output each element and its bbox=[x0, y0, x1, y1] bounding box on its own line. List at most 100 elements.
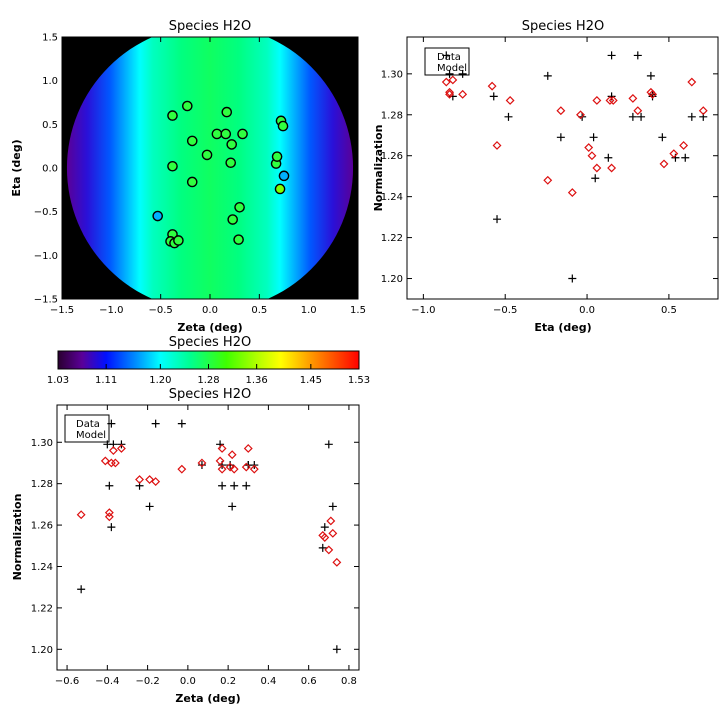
colorbar-panel: Species H2O 1.03 1.11 1.20 1.28 1.36 1.45 1.53 bbox=[47, 335, 370, 386]
map-point bbox=[152, 210, 164, 222]
map-field-disc bbox=[66, 37, 354, 299]
eta-marks-group bbox=[441, 51, 708, 283]
zeta-model-point bbox=[110, 458, 120, 468]
eta-data-point bbox=[633, 51, 642, 60]
map-point bbox=[201, 149, 213, 161]
colorbar-tick-label: 1.11 bbox=[95, 375, 117, 386]
eta-model-point bbox=[445, 89, 455, 99]
eta-panel: Species H2O −1.0 −0.5 0.0 0.5 1.20 1.22 1.24 1.… bbox=[372, 19, 719, 334]
eta-data-point bbox=[637, 112, 646, 121]
eta-data-point bbox=[543, 71, 552, 80]
eta-frame bbox=[406, 36, 719, 300]
zeta-ylabel: Normalization bbox=[11, 494, 24, 581]
eta-model-point bbox=[576, 110, 585, 120]
zeta-model-point bbox=[243, 444, 253, 453]
eta-model-point bbox=[592, 96, 602, 105]
eta-data-point bbox=[442, 51, 451, 60]
eta-data-point bbox=[589, 133, 598, 142]
zeta-data-point bbox=[328, 502, 337, 511]
eta-ytick-label: 1.20 bbox=[381, 274, 403, 285]
map-point bbox=[274, 183, 286, 195]
zeta-model-point bbox=[229, 464, 239, 474]
map-xtick-label: 0.0 bbox=[202, 305, 218, 316]
eta-ytick-label: 1.26 bbox=[381, 151, 403, 162]
map-panel: Species H2O −1.5 −1.0 −0.5 0.0 0.5 1.0 1.5−1.5… bbox=[10, 19, 366, 334]
eta-ytick-label: 1.30 bbox=[381, 69, 403, 80]
zeta-data-point bbox=[318, 543, 327, 552]
map-point bbox=[186, 135, 198, 147]
zeta-xtick-label: 0.2 bbox=[220, 676, 236, 687]
eta-data-point bbox=[556, 133, 565, 142]
map-point bbox=[167, 110, 178, 121]
eta-model-point bbox=[648, 89, 657, 99]
zeta-model-point bbox=[135, 475, 144, 484]
eta-model-point bbox=[605, 96, 615, 105]
zeta-data-point bbox=[324, 440, 333, 449]
eta-model-point bbox=[633, 106, 643, 116]
eta-model-point bbox=[679, 141, 689, 150]
zeta-data-point bbox=[151, 419, 160, 428]
map-ylabel: Eta (deg) bbox=[10, 139, 23, 196]
map-ytick-label: 0.0 bbox=[42, 164, 58, 175]
map-ytick-label: 0.5 bbox=[42, 120, 58, 131]
zeta-data-point bbox=[226, 461, 235, 470]
map-point bbox=[220, 128, 232, 140]
zeta-model-point bbox=[320, 533, 330, 542]
eta-data-point bbox=[607, 51, 616, 60]
eta-model-point bbox=[556, 106, 566, 116]
zeta-model-point bbox=[225, 462, 235, 472]
map-xtick-label: −1.0 bbox=[99, 305, 123, 316]
zeta-ytick-label: 1.28 bbox=[31, 479, 53, 490]
map-xtick-label: 0.5 bbox=[251, 305, 267, 316]
eta-data-point bbox=[687, 112, 696, 121]
zeta-data-point bbox=[107, 523, 116, 532]
zeta-model-point bbox=[104, 512, 114, 522]
colorbar-tick-label: 1.28 bbox=[197, 375, 219, 386]
map-point bbox=[278, 170, 290, 182]
eta-model-point bbox=[669, 149, 679, 159]
colorbar-tick-label: 1.36 bbox=[246, 375, 268, 386]
eta-xtick-label: 0.0 bbox=[579, 305, 595, 316]
eta-model-point bbox=[698, 106, 708, 116]
zeta-data-point bbox=[177, 419, 186, 428]
map-point bbox=[173, 235, 184, 246]
zeta-xtick-label: 0.0 bbox=[180, 676, 196, 687]
zeta-ytick-label: 1.24 bbox=[31, 562, 53, 573]
zeta-marks-group bbox=[76, 419, 342, 654]
map-point bbox=[271, 151, 283, 162]
zeta-ytick-label: 1.26 bbox=[31, 521, 53, 532]
eta-xtick-label: −0.5 bbox=[493, 305, 517, 316]
eta-model-point bbox=[492, 141, 502, 150]
eta-model-point bbox=[607, 163, 617, 173]
eta-xtick-label: 0.5 bbox=[661, 305, 677, 316]
zeta-xtick-label: −0.6 bbox=[55, 676, 79, 687]
map-ytick-label: −1.0 bbox=[34, 251, 58, 262]
zeta-panel: Species H2O −0.6 −0.4 −0.2 0.0 0.2 0.4 0.6 0.8 1… bbox=[11, 387, 360, 705]
map-points-group bbox=[152, 100, 290, 249]
zeta-data-point bbox=[228, 502, 237, 511]
eta-model-point bbox=[458, 89, 468, 99]
eta-legend-model: Model bbox=[437, 63, 467, 74]
map-axes: −1.5 −1.0 −0.5 0.0 0.5 1.0 1.5 −1.5 −1.0 −0.5 0.0 0… bbox=[34, 33, 366, 317]
zeta-frame bbox=[56, 404, 360, 671]
zeta-xtick-label: −0.2 bbox=[135, 676, 159, 687]
zeta-data-point bbox=[197, 461, 206, 470]
zeta-model-point bbox=[76, 510, 86, 520]
eta-ylabel: Normalization bbox=[372, 125, 385, 212]
zeta-model-point bbox=[326, 516, 336, 526]
eta-model-point bbox=[592, 163, 602, 173]
eta-model-point bbox=[628, 93, 638, 103]
map-point bbox=[237, 128, 248, 140]
eta-data-point bbox=[681, 153, 690, 162]
zeta-data-point bbox=[77, 585, 86, 594]
map-point bbox=[186, 176, 198, 188]
eta-data-point bbox=[604, 153, 613, 162]
map-point bbox=[167, 160, 178, 172]
eta-axes: −1.0 −0.5 0.0 0.5 1.20 1.22 1.24 1.26 1.28 1.30 bbox=[381, 37, 718, 316]
eta-data-point bbox=[493, 215, 502, 224]
map-point bbox=[233, 234, 244, 245]
eta-ytick-label: 1.28 bbox=[381, 110, 403, 121]
zeta-model-point bbox=[241, 462, 251, 472]
zeta-model-point bbox=[177, 464, 187, 474]
eta-model-point bbox=[505, 96, 515, 105]
